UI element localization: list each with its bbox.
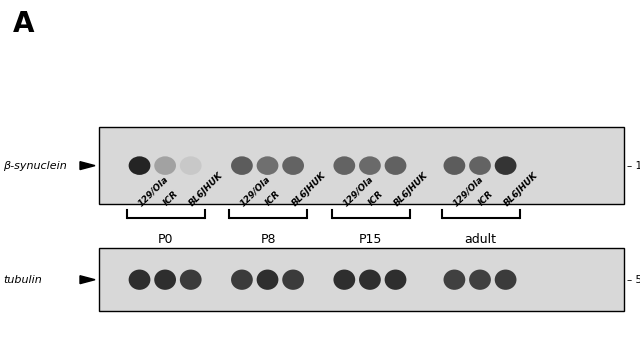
Ellipse shape: [444, 270, 465, 290]
Ellipse shape: [333, 156, 355, 175]
Ellipse shape: [469, 156, 491, 175]
Ellipse shape: [359, 270, 381, 290]
Ellipse shape: [231, 270, 253, 290]
Ellipse shape: [444, 156, 465, 175]
Ellipse shape: [257, 156, 278, 175]
Ellipse shape: [385, 270, 406, 290]
Bar: [99, 127, 624, 204]
Polygon shape: [80, 162, 95, 170]
Text: BL6JHUK: BL6JHUK: [502, 170, 540, 208]
Text: tubulin: tubulin: [3, 275, 42, 285]
Ellipse shape: [495, 156, 516, 175]
Ellipse shape: [154, 270, 176, 290]
Text: ICR: ICR: [264, 190, 283, 208]
Text: adult: adult: [465, 233, 497, 246]
Ellipse shape: [257, 270, 278, 290]
Text: 129/Ola: 129/Ola: [451, 174, 485, 208]
Ellipse shape: [282, 270, 304, 290]
Text: A: A: [13, 10, 35, 38]
Text: P15: P15: [359, 233, 382, 246]
Text: BL6JHUK: BL6JHUK: [392, 170, 430, 208]
Text: 129/Ola: 129/Ola: [136, 174, 170, 208]
Text: P0: P0: [158, 233, 173, 246]
Text: 129/Ola: 129/Ola: [341, 174, 375, 208]
Polygon shape: [80, 276, 95, 284]
Ellipse shape: [154, 156, 176, 175]
Ellipse shape: [180, 156, 202, 175]
Text: ICR: ICR: [477, 190, 495, 208]
Text: BL6JHUK: BL6JHUK: [290, 170, 328, 208]
Text: 129/Ola: 129/Ola: [239, 174, 273, 208]
Text: ICR: ICR: [162, 190, 180, 208]
Ellipse shape: [495, 270, 516, 290]
Text: ICR: ICR: [367, 190, 385, 208]
Ellipse shape: [129, 270, 150, 290]
Bar: [99, 248, 624, 311]
Text: P8: P8: [260, 233, 276, 246]
Ellipse shape: [385, 156, 406, 175]
Ellipse shape: [333, 270, 355, 290]
Text: BL6JHUK: BL6JHUK: [188, 170, 225, 208]
Text: – 55 kDa: – 55 kDa: [627, 275, 640, 285]
Text: β-synuclein: β-synuclein: [3, 161, 67, 171]
Ellipse shape: [231, 156, 253, 175]
Ellipse shape: [282, 156, 304, 175]
Ellipse shape: [129, 156, 150, 175]
Ellipse shape: [180, 270, 202, 290]
Ellipse shape: [359, 156, 381, 175]
Text: – 19 kDa: – 19 kDa: [627, 161, 640, 171]
Ellipse shape: [469, 270, 491, 290]
